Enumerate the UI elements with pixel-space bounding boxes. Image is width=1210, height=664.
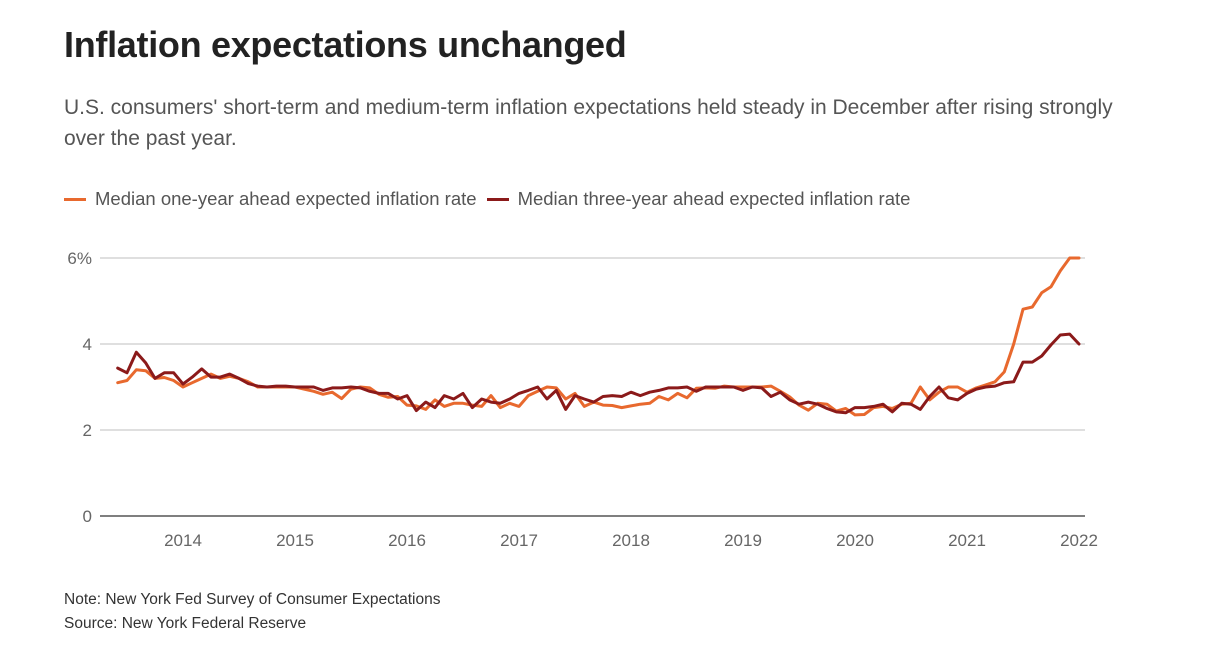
chart-subtitle: U.S. consumers' short-term and medium-te… bbox=[64, 96, 1113, 150]
legend-item-three-year: Median three-year ahead expected inflati… bbox=[486, 188, 911, 210]
footer-source: Source: New York Federal Reserve bbox=[64, 615, 307, 632]
x-tick-label: 2017 bbox=[500, 531, 538, 550]
legend-swatch-three-year bbox=[486, 197, 509, 201]
y-tick-label: 6% bbox=[67, 249, 92, 268]
legend-swatch-one-year bbox=[64, 197, 86, 201]
x-tick-label: 2021 bbox=[948, 531, 986, 550]
x-tick-label: 2022 bbox=[1060, 531, 1098, 550]
series-lines bbox=[116, 256, 1081, 417]
footer-note: Note: New York Fed Survey of Consumer Ex… bbox=[64, 591, 441, 608]
series-line-three-year bbox=[116, 332, 1081, 415]
y-axis-ticks: 0 2 4 6% bbox=[67, 249, 92, 526]
x-tick-label: 2019 bbox=[724, 531, 762, 550]
footer: Note: New York Fed Survey of Consumer Ex… bbox=[64, 588, 441, 636]
x-tick-label: 2018 bbox=[612, 531, 650, 550]
x-tick-label: 2016 bbox=[388, 531, 426, 550]
legend-label-three-year: Median three-year ahead expected inflati… bbox=[517, 188, 911, 209]
x-tick-label: 2015 bbox=[276, 531, 314, 550]
x-tick-label: 2014 bbox=[164, 531, 202, 550]
y-tick-label: 0 bbox=[83, 507, 92, 526]
legend-item-one-year: Median one-year ahead expected inflation… bbox=[64, 188, 477, 210]
gridlines bbox=[100, 257, 1085, 517]
x-tick-label: 2020 bbox=[836, 531, 874, 550]
y-tick-label: 4 bbox=[83, 335, 92, 354]
y-tick-label: 2 bbox=[83, 421, 92, 440]
legend-label-one-year: Median one-year ahead expected inflation… bbox=[95, 188, 477, 209]
chart-title: Inflation expectations unchanged bbox=[64, 24, 627, 65]
legend: Median one-year ahead expected inflation… bbox=[64, 188, 920, 210]
x-axis-ticks: 2014 2015 2016 2017 2018 2019 2020 2021 2022 bbox=[164, 531, 1098, 550]
